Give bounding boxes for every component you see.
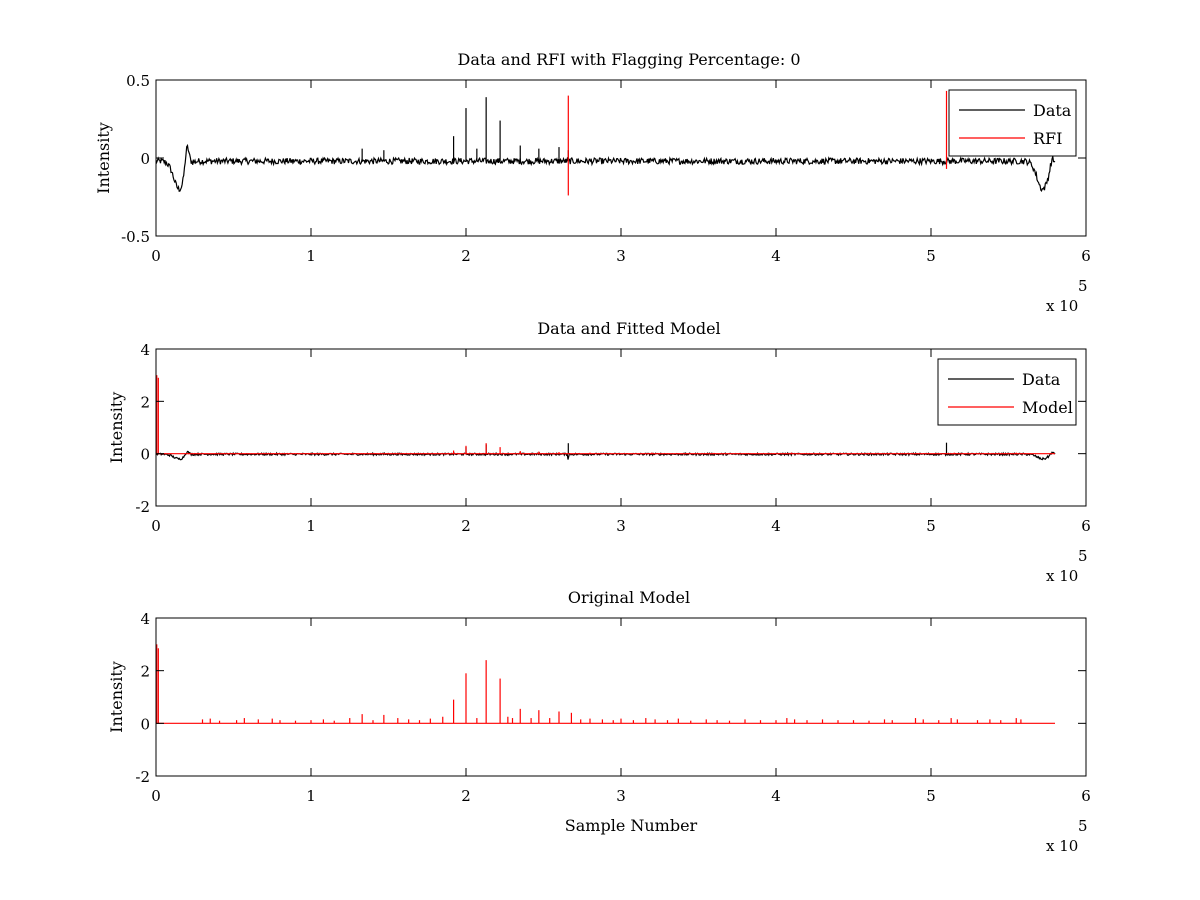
y-tick-label: 0.5 xyxy=(126,72,150,90)
subplot-title: Original Model xyxy=(568,588,690,607)
legend-box xyxy=(948,89,1077,157)
legend-label: RFI xyxy=(1033,129,1062,148)
plot-series xyxy=(156,90,1056,196)
y-tick-label: 4 xyxy=(140,610,150,628)
legend-label: Data xyxy=(1033,101,1072,120)
legend: Data RFI xyxy=(948,89,1077,157)
y-tick-label: 0 xyxy=(140,150,150,168)
x-tick-label: 6 xyxy=(1081,787,1091,805)
legend-box xyxy=(937,358,1077,426)
x-tick-label: 1 xyxy=(306,517,316,535)
y-tick-label: -0.5 xyxy=(121,228,150,246)
x-multiplier-exponent: 5 xyxy=(1078,547,1088,565)
y-tick-label: 0 xyxy=(140,715,150,733)
x-tick-label: 6 xyxy=(1081,517,1091,535)
x-tick-label: 0 xyxy=(151,247,161,265)
x-multiplier-exponent: 5 xyxy=(1078,817,1088,835)
subplot-title: Data and RFI with Flagging Percentage: 0 xyxy=(457,50,800,69)
x-tick-label: 3 xyxy=(616,247,626,265)
x-tick-label: 0 xyxy=(151,517,161,535)
series-data xyxy=(156,97,1056,193)
trace-line xyxy=(156,143,1056,193)
x-multiplier-label: x 10 xyxy=(1046,837,1078,855)
plot-series xyxy=(156,375,1056,461)
x-tick-label: 2 xyxy=(461,787,471,805)
y-axis-label: Intensity xyxy=(107,392,126,464)
legend-label: Model xyxy=(1022,398,1073,417)
subplot-title: Data and Fitted Model xyxy=(537,319,720,338)
x-multiplier-label: x 10 xyxy=(1046,567,1078,585)
x-tick-label: 5 xyxy=(926,787,936,805)
y-tick-label: 0 xyxy=(140,446,150,464)
x-tick-label: 5 xyxy=(926,247,936,265)
x-tick-label: 2 xyxy=(461,517,471,535)
y-tick-label: -2 xyxy=(135,498,150,516)
x-tick-label: 1 xyxy=(306,787,316,805)
x-tick-label: 3 xyxy=(616,787,626,805)
y-tick-label: -2 xyxy=(135,768,150,786)
x-tick-label: 4 xyxy=(771,247,781,265)
x-tick-label: 3 xyxy=(616,517,626,535)
plot-area xyxy=(156,618,1086,776)
series-model xyxy=(156,375,1055,455)
x-axis-label: Sample Number xyxy=(565,816,698,835)
y-tick-label: 4 xyxy=(140,341,150,359)
y-tick-label: 2 xyxy=(140,663,150,681)
y-tick-label: 2 xyxy=(140,393,150,411)
x-tick-label: 4 xyxy=(771,787,781,805)
x-tick-label: 2 xyxy=(461,247,471,265)
x-tick-label: 1 xyxy=(306,247,316,265)
legend-label: Data xyxy=(1022,370,1061,389)
x-multiplier-exponent: 5 xyxy=(1078,277,1088,295)
plot-area xyxy=(156,349,1086,506)
series-model xyxy=(156,644,1055,724)
plot-series xyxy=(156,644,1055,724)
x-multiplier-label: x 10 xyxy=(1046,297,1078,315)
y-axis-label: Intensity xyxy=(94,122,113,194)
trace-line xyxy=(156,450,1056,461)
series-rfi xyxy=(567,90,948,196)
x-tick-label: 4 xyxy=(771,517,781,535)
legend: Data Model xyxy=(937,358,1077,426)
x-tick-label: 6 xyxy=(1081,247,1091,265)
x-tick-label: 0 xyxy=(151,787,161,805)
y-axis-label: Intensity xyxy=(107,661,126,733)
x-tick-label: 5 xyxy=(926,517,936,535)
